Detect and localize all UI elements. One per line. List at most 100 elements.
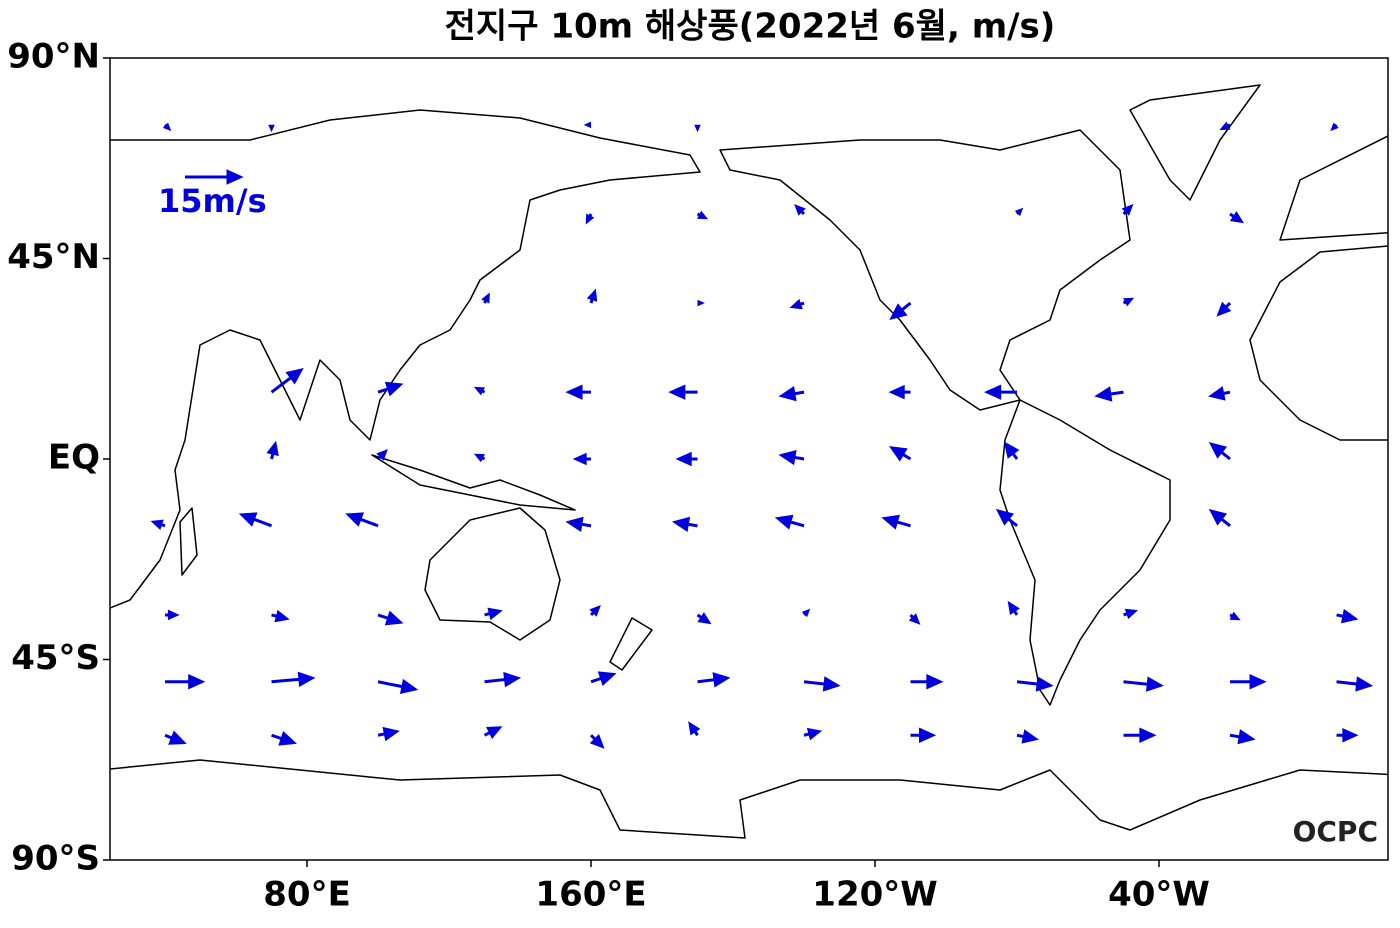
wind-arrow xyxy=(1094,386,1124,402)
wind-arrow xyxy=(1230,674,1267,690)
wind-arrow xyxy=(377,381,404,397)
wind-arrow xyxy=(910,727,937,743)
wind-arrow xyxy=(165,674,206,690)
wind-arrow xyxy=(696,210,709,220)
wind-vectors xyxy=(150,121,1374,749)
wind-arrow xyxy=(270,367,304,394)
wind-arrow xyxy=(585,213,595,225)
wind-arrow xyxy=(801,608,811,618)
west-africa xyxy=(1249,245,1388,441)
wind-arrow xyxy=(589,733,605,749)
wind-arrow xyxy=(908,613,921,625)
wind-arrow xyxy=(345,512,379,528)
wind-arrow xyxy=(271,671,316,688)
wind-arrow xyxy=(1123,608,1138,620)
wind-arrow xyxy=(696,612,712,625)
wind-arrow xyxy=(590,671,617,687)
wind-arrow xyxy=(377,726,400,742)
wind-arrow xyxy=(697,299,705,307)
wind-arrow xyxy=(1219,121,1231,131)
wind-arrow xyxy=(1121,204,1134,216)
wind-arrow xyxy=(271,609,290,623)
y-tick-label: 90°N xyxy=(7,37,100,77)
wind-arrow xyxy=(238,512,273,528)
wind-arrow xyxy=(688,721,701,737)
wind-arrow xyxy=(1330,122,1339,132)
wind-arrow xyxy=(583,121,592,129)
wind-arrow xyxy=(1229,611,1241,621)
wind-arrow xyxy=(803,676,841,692)
wind-arrow xyxy=(694,124,701,133)
wind-arrow xyxy=(1014,207,1024,217)
greenland xyxy=(1129,84,1261,201)
wind-arrow xyxy=(1336,727,1359,743)
wind-arrow xyxy=(697,672,731,688)
x-tick-label: 160°E xyxy=(535,875,646,915)
wind-arrow xyxy=(484,671,522,688)
reference-label: 15m/s xyxy=(158,182,267,220)
y-tick-label: 45°N xyxy=(7,237,100,277)
wind-arrow xyxy=(671,516,698,533)
wind-arrow xyxy=(165,609,180,621)
x-tick-label: 80°E xyxy=(263,875,351,915)
wind-arrow xyxy=(162,122,172,132)
wind-arrow xyxy=(675,451,698,467)
wind-arrow xyxy=(572,452,592,466)
wind-arrow xyxy=(164,730,187,745)
wind-arrow xyxy=(1208,508,1231,528)
wind-arrow xyxy=(1123,727,1157,743)
wind-arrow xyxy=(881,514,911,530)
new-zealand xyxy=(609,617,653,671)
antarctica xyxy=(110,759,1388,860)
wind-arrow xyxy=(889,301,912,321)
wind-arrow xyxy=(1216,301,1232,317)
wind-arrow xyxy=(774,514,805,530)
wind-arrow xyxy=(565,384,592,400)
wind-arrow xyxy=(778,449,805,466)
wind-arrow xyxy=(1123,676,1164,692)
wind-arrow xyxy=(888,384,911,400)
x-tick-label: 120°W xyxy=(812,875,937,915)
wind-arrow xyxy=(150,519,166,531)
reference-arrow xyxy=(185,169,244,185)
wind-arrow xyxy=(377,610,404,626)
wind-arrow xyxy=(910,674,944,690)
wind-arrow xyxy=(483,726,503,740)
y-tick-label: 45°S xyxy=(11,638,100,678)
x-tick-label: 40°W xyxy=(1108,875,1210,915)
wind-arrow xyxy=(1336,608,1359,624)
wind-arrow xyxy=(1122,297,1135,307)
north-america xyxy=(719,129,1131,411)
logo: OCPC xyxy=(1293,815,1378,848)
wind-arrow xyxy=(1007,600,1020,616)
wind-arrow xyxy=(484,607,503,621)
wind-arrow xyxy=(266,440,279,460)
wind-arrow xyxy=(377,678,419,695)
wind-arrow xyxy=(1208,386,1231,401)
wind-arrow xyxy=(995,508,1018,528)
y-tick-label: 90°S xyxy=(11,839,100,879)
wind-arrow xyxy=(271,730,297,746)
europe xyxy=(1279,135,1388,241)
land-layer xyxy=(110,84,1388,860)
wind-arrow xyxy=(586,288,598,304)
wind-arrow xyxy=(481,292,490,304)
wind-arrow xyxy=(589,605,601,617)
indonesia xyxy=(371,454,576,511)
madagascar xyxy=(179,507,198,576)
wind-arrow xyxy=(803,727,823,741)
wind-arrow xyxy=(1016,729,1039,744)
wind-arrow xyxy=(565,516,592,533)
wind-arrow xyxy=(889,446,912,462)
wind-arrow xyxy=(789,298,805,310)
wind-arrow xyxy=(268,124,275,133)
wind-arrow xyxy=(1003,441,1020,460)
wind-arrow xyxy=(473,386,486,396)
map-title: 전지구 10m 해상풍(2022년 6월, m/s) xyxy=(445,7,1056,47)
wind-arrow xyxy=(473,453,486,463)
australia xyxy=(424,507,561,641)
wind-arrow xyxy=(778,385,805,402)
wind-arrow xyxy=(1208,442,1231,461)
south-america xyxy=(999,399,1171,706)
